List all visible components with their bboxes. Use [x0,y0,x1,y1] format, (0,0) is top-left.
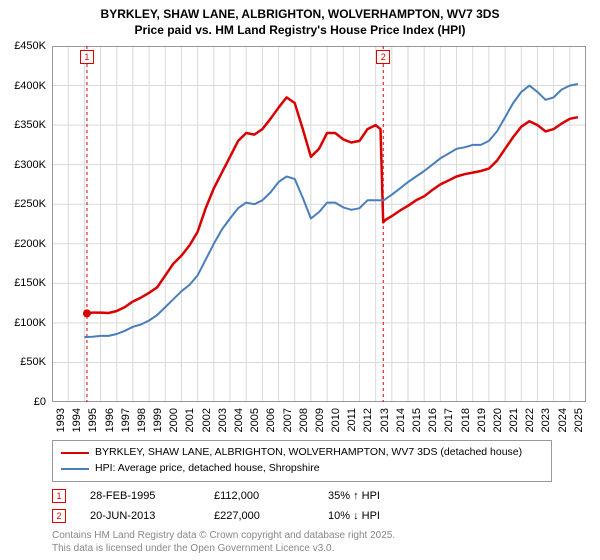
datapoint-list: 1 28-FEB-1995 £112,000 35% ↑ HPI 2 20-JU… [52,486,572,526]
datapoint-badge-2: 2 [52,509,66,523]
footer-line-2: This data is licensed under the Open Gov… [52,543,395,556]
y-tick-label: £350K [14,119,46,131]
y-tick-label: £0 [34,396,46,408]
legend-label-2: HPI: Average price, detached house, Shro… [95,461,320,477]
datapoint-price-2: £227,000 [214,510,304,522]
legend-swatch-2 [61,468,89,470]
plot-area [52,46,586,402]
datapoint-row-1: 1 28-FEB-1995 £112,000 35% ↑ HPI [52,486,572,506]
marker-badge: 1 [80,50,94,64]
chart-container: BYRKLEY, SHAW LANE, ALBRIGHTON, WOLVERHA… [0,0,600,560]
datapoint-row-2: 2 20-JUN-2013 £227,000 10% ↓ HPI [52,506,572,526]
legend: BYRKLEY, SHAW LANE, ALBRIGHTON, WOLVERHA… [52,440,552,482]
datapoint-date-2: 20-JUN-2013 [90,510,190,522]
y-tick-label: £400K [14,80,46,92]
footer-line-1: Contains HM Land Registry data © Crown c… [52,530,395,543]
y-tick-label: £50K [20,356,46,368]
y-tick-label: £300K [14,159,46,171]
y-tick-label: £100K [14,317,46,329]
datapoint-price-1: £112,000 [214,490,304,502]
x-tick-label: 2024 [557,408,569,448]
legend-row-series-2: HPI: Average price, detached house, Shro… [61,461,543,477]
footer: Contains HM Land Registry data © Crown c… [52,530,395,555]
legend-label-1: BYRKLEY, SHAW LANE, ALBRIGHTON, WOLVERHA… [95,445,522,461]
y-axis: £0£50K£100K£150K£200K£250K£300K£350K£400… [0,46,50,402]
y-tick-label: £200K [14,238,46,250]
datapoint-delta-2: 10% ↓ HPI [328,510,380,522]
x-axis: 1993199419951996199719981999200020012002… [52,404,586,444]
datapoint-date-1: 28-FEB-1995 [90,490,190,502]
title-line-1: BYRKLEY, SHAW LANE, ALBRIGHTON, WOLVERHA… [0,6,600,22]
chart-title: BYRKLEY, SHAW LANE, ALBRIGHTON, WOLVERHA… [0,0,600,38]
title-line-2: Price paid vs. HM Land Registry's House … [0,22,600,38]
chart-svg [52,46,586,402]
y-tick-label: £450K [14,40,46,52]
datapoint-delta-1: 35% ↑ HPI [328,490,380,502]
y-tick-label: £250K [14,198,46,210]
x-tick-label: 2025 [573,408,585,448]
legend-row-series-1: BYRKLEY, SHAW LANE, ALBRIGHTON, WOLVERHA… [61,445,543,461]
legend-swatch-1 [61,452,89,454]
y-tick-label: £150K [14,277,46,289]
datapoint-badge-1: 1 [52,489,66,503]
marker-badge: 2 [376,50,390,64]
